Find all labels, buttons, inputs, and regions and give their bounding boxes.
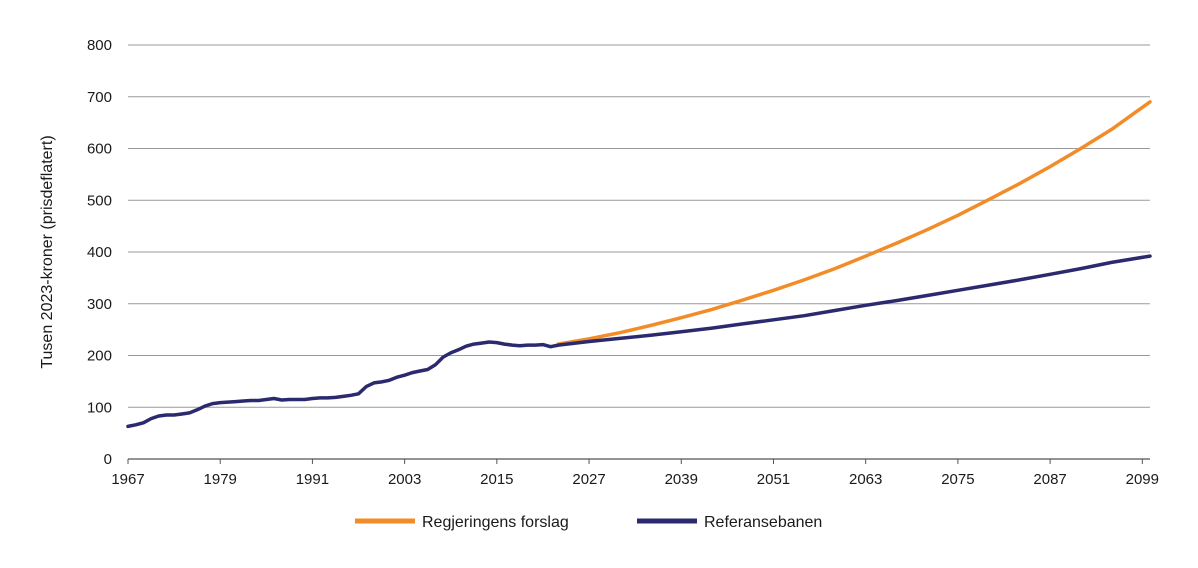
legend: Regjeringens forslag Referansebanen	[355, 514, 822, 531]
y-tick-label: 100	[87, 399, 112, 416]
x-tick-label: 2063	[849, 471, 882, 488]
x-tick-label: 1991	[296, 471, 329, 488]
y-tick-label: 200	[87, 348, 112, 365]
y-tick-label: 600	[87, 141, 112, 158]
x-tick-label: 2051	[757, 471, 790, 488]
legend-item: Regjeringens forslag	[355, 514, 569, 531]
y-axis-ticks: 0 100 200 300 400 500 600 700 800	[87, 37, 112, 468]
y-axis-title: Tusen 2023-kroner (prisdeflatert)	[39, 135, 56, 368]
x-tick-label: 2087	[1033, 471, 1066, 488]
x-tick-label: 2003	[388, 471, 421, 488]
legend-label: Regjeringens forslag	[422, 514, 569, 531]
y-tick-label: 0	[104, 451, 112, 468]
y-tick-label: 700	[87, 89, 112, 106]
x-tick-label: 2027	[572, 471, 605, 488]
y-tick-label: 400	[87, 244, 112, 261]
x-tick-label: 1979	[204, 471, 237, 488]
y-tick-label: 800	[87, 37, 112, 54]
x-tick-label: 2099	[1126, 471, 1159, 488]
x-tick-label: 2039	[665, 471, 698, 488]
series-line-regjeringens-forslag	[556, 100, 1152, 346]
x-axis-ticks: 1967 1979 1991 2003 2015 2027 2039 2051 2063 2075…	[111, 459, 1159, 488]
legend-label: Referansebanen	[704, 514, 822, 531]
x-tick-label: 1967	[111, 471, 144, 488]
grid-lines	[128, 44, 1150, 408]
y-tick-label: 300	[87, 296, 112, 313]
series-lines	[126, 100, 1152, 429]
x-tick-label: 2015	[480, 471, 513, 488]
legend-item: Referansebanen	[637, 514, 822, 531]
x-tick-label: 2075	[941, 471, 974, 488]
y-tick-label: 500	[87, 192, 112, 209]
series-line-referansebanen	[126, 254, 1152, 429]
